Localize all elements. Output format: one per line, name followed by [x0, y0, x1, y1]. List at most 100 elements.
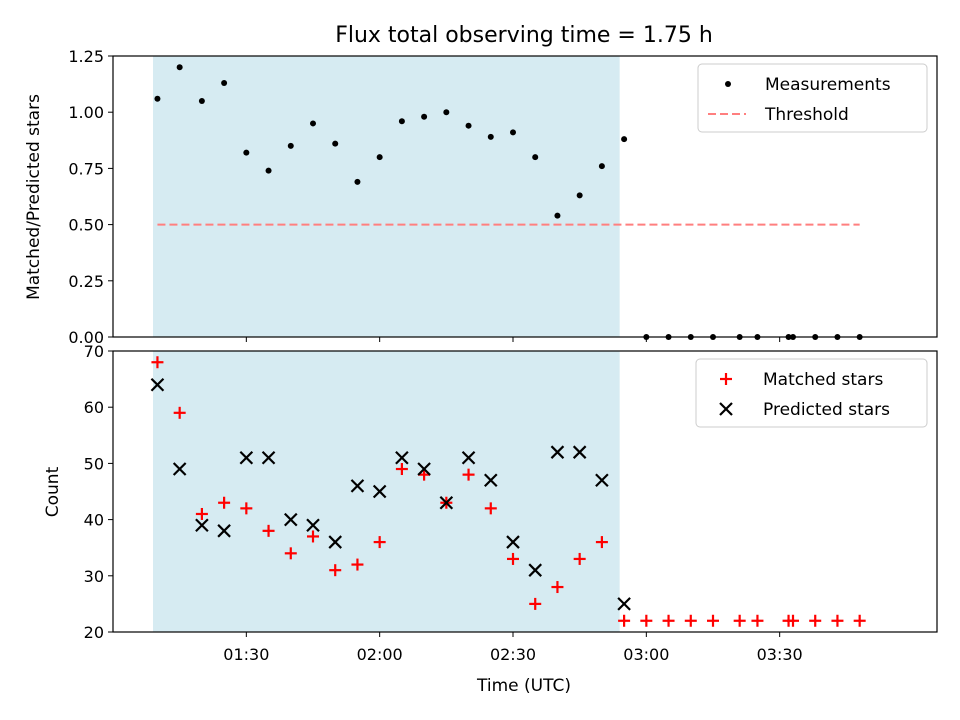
measurement-point — [576, 192, 583, 199]
matched-star-point — [684, 614, 697, 627]
matched-star-point — [733, 614, 746, 627]
matched-star-point — [395, 463, 408, 476]
measurement-point — [532, 154, 539, 161]
bottom-shaded-span — [153, 351, 620, 632]
legend-label: Threshold — [764, 105, 849, 125]
measurement-point — [176, 64, 183, 71]
matched-star-point — [809, 614, 822, 627]
predicted-star-point — [550, 445, 565, 459]
bottom-legend: Matched stars Predicted stars — [695, 358, 928, 428]
predicted-star-point — [195, 518, 209, 532]
bottom-legend-box — [695, 358, 928, 428]
measurement-point — [154, 95, 161, 102]
legend-matched-swatch — [720, 373, 732, 385]
matched-star-point — [307, 530, 319, 543]
matched-star-point — [284, 547, 297, 560]
predicted-star-point — [572, 445, 587, 459]
matched-star-point — [853, 614, 866, 627]
x-tick-label: 01:30 — [223, 645, 269, 664]
top-shaded-span — [153, 56, 620, 337]
legend-predicted-swatch — [719, 402, 733, 416]
top-y-tick-label: 0.00 — [68, 328, 104, 347]
matched-star-point — [787, 614, 799, 627]
x-tick-label: 02:00 — [357, 645, 403, 664]
x-axis-label: Time (UTC) — [476, 676, 571, 696]
predicted-star-point — [350, 479, 365, 493]
top-y-tick-label: 1.25 — [68, 47, 104, 66]
legend-measurement-swatch — [725, 81, 731, 87]
legend-label: Measurements — [765, 75, 891, 95]
predicted-star-point — [595, 473, 609, 488]
matched-star-point — [329, 564, 342, 577]
bottom-y-tick-label: 40 — [84, 511, 104, 530]
predicted-star-point — [239, 451, 254, 465]
predicted-star-point — [217, 524, 231, 538]
x-tick-label: 02:30 — [490, 645, 536, 664]
measurement-point — [465, 122, 472, 129]
bottom-y-tick-label: 30 — [84, 567, 104, 586]
predicted-star-point — [395, 451, 409, 465]
top-y-tick-label: 0.25 — [68, 272, 104, 291]
bottom-y-tick-label: 70 — [84, 342, 104, 361]
measurement-point — [621, 136, 628, 143]
predicted-star-point — [461, 451, 476, 465]
matched-star-point — [529, 597, 542, 610]
predicted-star-point — [617, 597, 631, 611]
matched-star-point — [573, 552, 586, 565]
predicted-star-point — [261, 451, 276, 465]
matched-star-point — [662, 614, 675, 627]
top-panel: Flux total observing time = 1.75 h 0.00 0… — [24, 23, 938, 347]
measurement-point — [243, 149, 250, 156]
measurement-point — [354, 178, 361, 185]
top-y-tick-label: 0.50 — [68, 216, 104, 235]
matched-star-point — [595, 536, 608, 549]
top-plot-area: 0.00 0.25 0.50 0.75 1.00 1.25 Measurements Thre… — [68, 47, 938, 347]
measurement-point — [221, 79, 228, 86]
matched-star-point — [831, 614, 844, 627]
legend-label: Predicted stars — [763, 400, 890, 420]
matched-star-point — [507, 552, 519, 565]
top-legend-box — [697, 63, 928, 133]
matched-star-point — [462, 468, 475, 481]
measurement-point — [554, 212, 561, 219]
bottom-panel: 20 30 40 50 60 70 01:30 02:00 02:30 03:00 03:30 Mat… — [43, 342, 938, 696]
predicted-star-point — [328, 535, 343, 549]
top-legend: Measurements Threshold — [697, 63, 928, 133]
chart-title: Flux total observing time = 1.75 h — [335, 23, 713, 48]
measurement-point — [265, 167, 272, 174]
predicted-star-point — [372, 484, 387, 499]
matched-star-point — [618, 614, 631, 627]
bottom-plot-area: 20 30 40 50 60 70 01:30 02:00 02:30 03:00 03:30 Mat… — [84, 342, 938, 664]
measurement-point — [443, 109, 450, 116]
top-axes-frame — [112, 55, 938, 338]
x-tick-label: 03:00 — [623, 645, 669, 664]
matched-star-point — [218, 496, 231, 509]
measurement-point — [332, 140, 339, 147]
predicted-star-point — [483, 473, 498, 488]
predicted-star-point — [306, 518, 320, 532]
top-y-tick-label: 0.75 — [68, 159, 104, 178]
bottom-axes-frame — [112, 350, 938, 633]
measurement-point — [198, 97, 205, 104]
predicted-star-point — [283, 512, 298, 527]
predicted-star-point — [172, 462, 187, 476]
bottom-y-axis-label: Count — [43, 466, 63, 517]
measurement-point — [421, 113, 428, 120]
matched-star-point — [484, 502, 497, 515]
matched-star-point — [418, 468, 431, 481]
measurement-point — [510, 129, 516, 136]
matched-star-point — [151, 356, 164, 369]
x-tick-label: 03:30 — [757, 645, 803, 664]
legend-label: Matched stars — [763, 370, 883, 390]
bottom-y-tick-label: 60 — [84, 398, 104, 417]
bottom-y-tick-label: 50 — [84, 454, 104, 473]
matched-star-point — [707, 614, 719, 627]
predicted-star-point — [439, 495, 454, 510]
bottom-y-tick-label: 20 — [84, 623, 104, 642]
matched-star-point — [195, 507, 208, 520]
matched-star-point — [640, 614, 653, 627]
matched-star-point — [551, 581, 564, 594]
matched-star-point — [373, 536, 386, 549]
top-y-axis-label: Matched/Predicted stars — [24, 94, 44, 300]
